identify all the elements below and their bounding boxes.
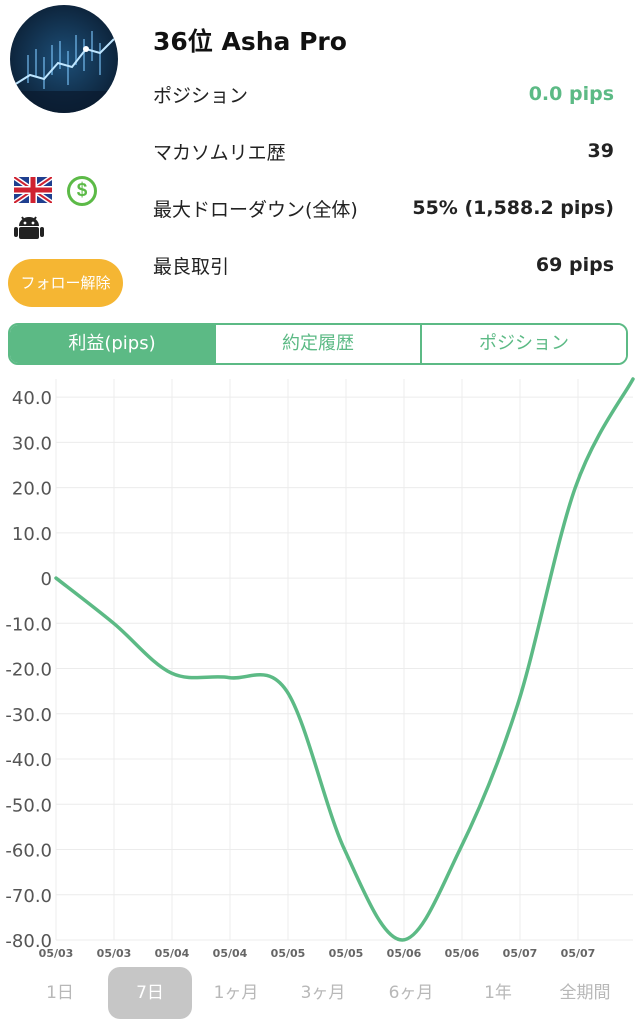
x-tick-label: 05/03 <box>97 947 132 960</box>
stat-value: 69 pips <box>535 254 614 276</box>
y-tick-label: -60.0 <box>5 841 52 862</box>
stat-row-best-trade: 最良取引 69 pips <box>153 250 614 280</box>
period-6m[interactable]: 6ヶ月 <box>388 983 434 1003</box>
period-3m[interactable]: 3ヶ月 <box>300 983 346 1003</box>
period-1m[interactable]: 1ヶ月 <box>213 983 259 1003</box>
y-tick-label: -40.0 <box>5 750 52 771</box>
x-tick-label: 05/05 <box>329 947 364 960</box>
stat-label: ポジション <box>153 84 249 107</box>
tab-positions[interactable]: ポジション <box>420 325 626 363</box>
trader-name: 36位 Asha Pro <box>153 27 347 56</box>
y-tick-label: -70.0 <box>5 886 52 907</box>
stat-label: 最良取引 <box>153 255 230 278</box>
period-selector: 1日 7日 1ヶ月 3ヶ月 6ヶ月 1年 全期間 <box>0 967 635 1019</box>
y-tick-label: 20.0 <box>12 479 52 500</box>
x-tick-label: 05/05 <box>271 947 306 960</box>
android-icon <box>13 214 45 242</box>
y-tick-label: 10.0 <box>12 524 52 545</box>
chart-tabs: 利益(pips) 約定履歴 ポジション <box>8 323 628 365</box>
y-tick-label: -30.0 <box>5 705 52 726</box>
uk-flag-icon <box>12 174 54 206</box>
dollar-icon: $ <box>67 176 97 206</box>
period-7d[interactable]: 7日 <box>108 967 192 1019</box>
x-tick-label: 05/07 <box>503 947 538 960</box>
period-all[interactable]: 全期間 <box>559 983 611 1003</box>
stat-row-max-drawdown: 最大ドローダウン(全体) 55% (1,588.2 pips) <box>153 193 614 223</box>
tab-profit[interactable]: 利益(pips) <box>10 325 214 363</box>
unfollow-button[interactable]: フォロー解除 <box>8 259 123 307</box>
stat-value: 55% (1,588.2 pips) <box>412 197 614 219</box>
x-tick-label: 05/06 <box>387 947 422 960</box>
y-tick-label: -80.0 <box>5 931 52 952</box>
stat-row-experience: マカソムリエ歴 39 <box>153 136 614 166</box>
y-tick-label: 30.0 <box>12 433 52 454</box>
period-1d[interactable]: 1日 <box>46 983 74 1003</box>
x-tick-label: 05/04 <box>213 947 248 960</box>
x-tick-label: 05/03 <box>39 947 74 960</box>
y-tick-label: 40.0 <box>12 388 52 409</box>
y-tick-label: -10.0 <box>5 614 52 635</box>
y-tick-label: 0 <box>41 569 52 590</box>
x-tick-label: 05/07 <box>561 947 596 960</box>
stat-row-position: ポジション 0.0 pips <box>153 79 614 109</box>
stat-value: 39 <box>587 140 614 162</box>
stat-value: 0.0 pips <box>528 83 614 105</box>
profit-chart: 40.0 30.0 20.0 10.0 0 -10.0 -20.0 -30.0 -40.0 -50… <box>5 377 635 960</box>
y-tick-label: -50.0 <box>5 795 52 816</box>
avatar[interactable] <box>10 5 118 113</box>
tab-trade-history[interactable]: 約定履歴 <box>214 325 420 363</box>
x-tick-label: 05/06 <box>445 947 480 960</box>
x-tick-label: 05/04 <box>155 947 190 960</box>
period-1y[interactable]: 1年 <box>484 983 512 1003</box>
stat-label: 最大ドローダウン(全体) <box>153 198 358 221</box>
profit-line <box>54 377 635 942</box>
y-tick-label: -20.0 <box>5 660 52 681</box>
stat-label: マカソムリエ歴 <box>153 141 286 164</box>
